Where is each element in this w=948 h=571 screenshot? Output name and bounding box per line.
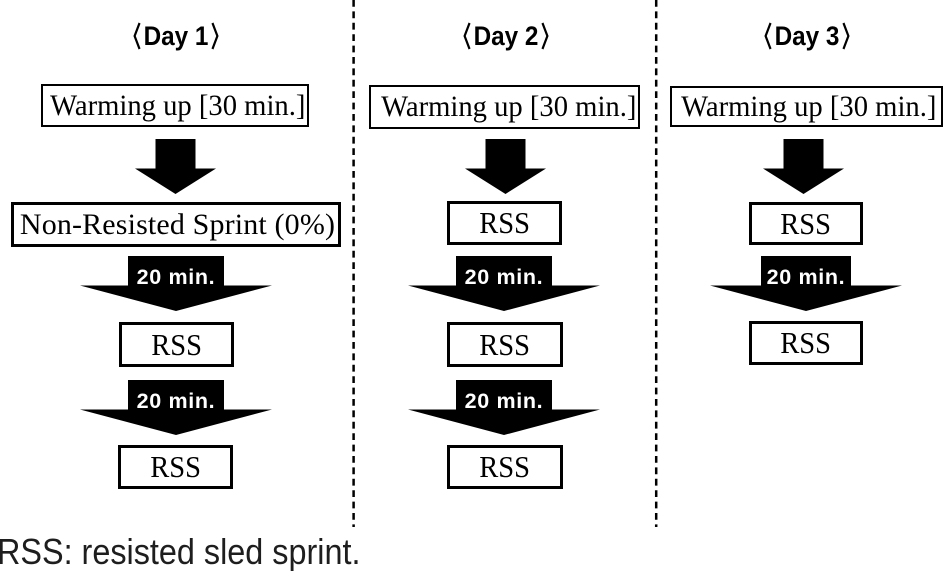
- svg-text:20 min.: 20 min.: [464, 388, 543, 412]
- svg-text:20 min.: 20 min.: [464, 265, 543, 289]
- svg-text:20 min.: 20 min.: [136, 265, 215, 289]
- svg-text:20 min.: 20 min.: [766, 265, 845, 289]
- svg-text:20 min.: 20 min.: [136, 388, 215, 412]
